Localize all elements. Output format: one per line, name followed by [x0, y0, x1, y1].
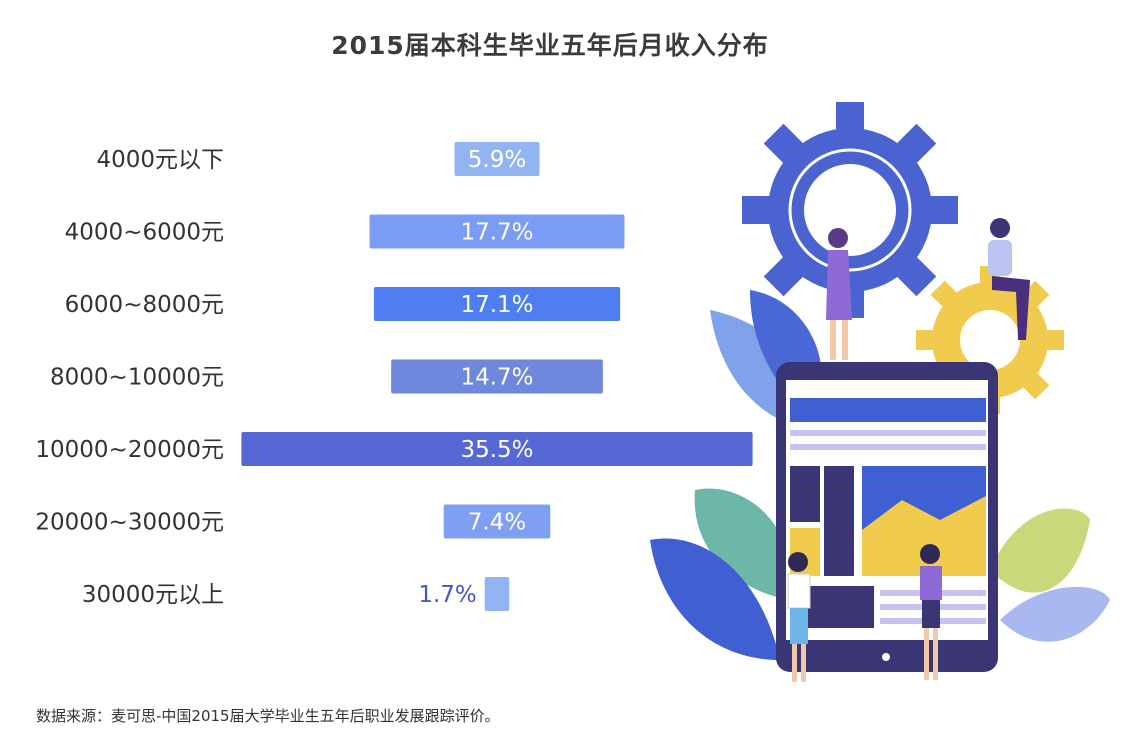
data-label: 5.9%: [468, 147, 526, 173]
data-label: 1.7%: [418, 582, 476, 608]
data-source-note: 数据来源：麦可思-中国2015届大学毕业生五年后职业发展跟踪评价。: [36, 707, 500, 725]
category-label: 20000~30000元: [35, 510, 224, 536]
category-label: 6000~8000元: [65, 292, 224, 318]
data-label: 17.1%: [460, 292, 533, 318]
category-label: 10000~20000元: [35, 437, 224, 463]
chart-title: 2015届本科生毕业五年后月收入分布: [331, 31, 769, 60]
bar: [443, 504, 551, 539]
bar: [373, 287, 621, 321]
category-label: 8000~10000元: [50, 365, 224, 391]
bar: [454, 142, 540, 176]
tablet-illustration: [776, 362, 998, 672]
category-label: 4000~6000元: [65, 220, 224, 246]
data-label: 35.5%: [460, 437, 533, 463]
data-label: 14.7%: [460, 365, 533, 391]
bar: [241, 432, 753, 466]
bar: [369, 214, 625, 249]
data-label: 7.4%: [468, 510, 526, 536]
data-label: 17.7%: [460, 220, 533, 246]
person-illustration: [826, 228, 852, 360]
bar: [391, 359, 603, 394]
person-illustration: [988, 218, 1030, 340]
person-illustration: [787, 552, 811, 682]
bar: [484, 577, 510, 611]
gear-icon: [742, 102, 958, 318]
decorative-illustration: [650, 102, 1110, 682]
person-illustration: [920, 544, 942, 680]
category-label: 4000元以下: [96, 147, 224, 173]
category-label: 30000元以上: [82, 582, 224, 608]
